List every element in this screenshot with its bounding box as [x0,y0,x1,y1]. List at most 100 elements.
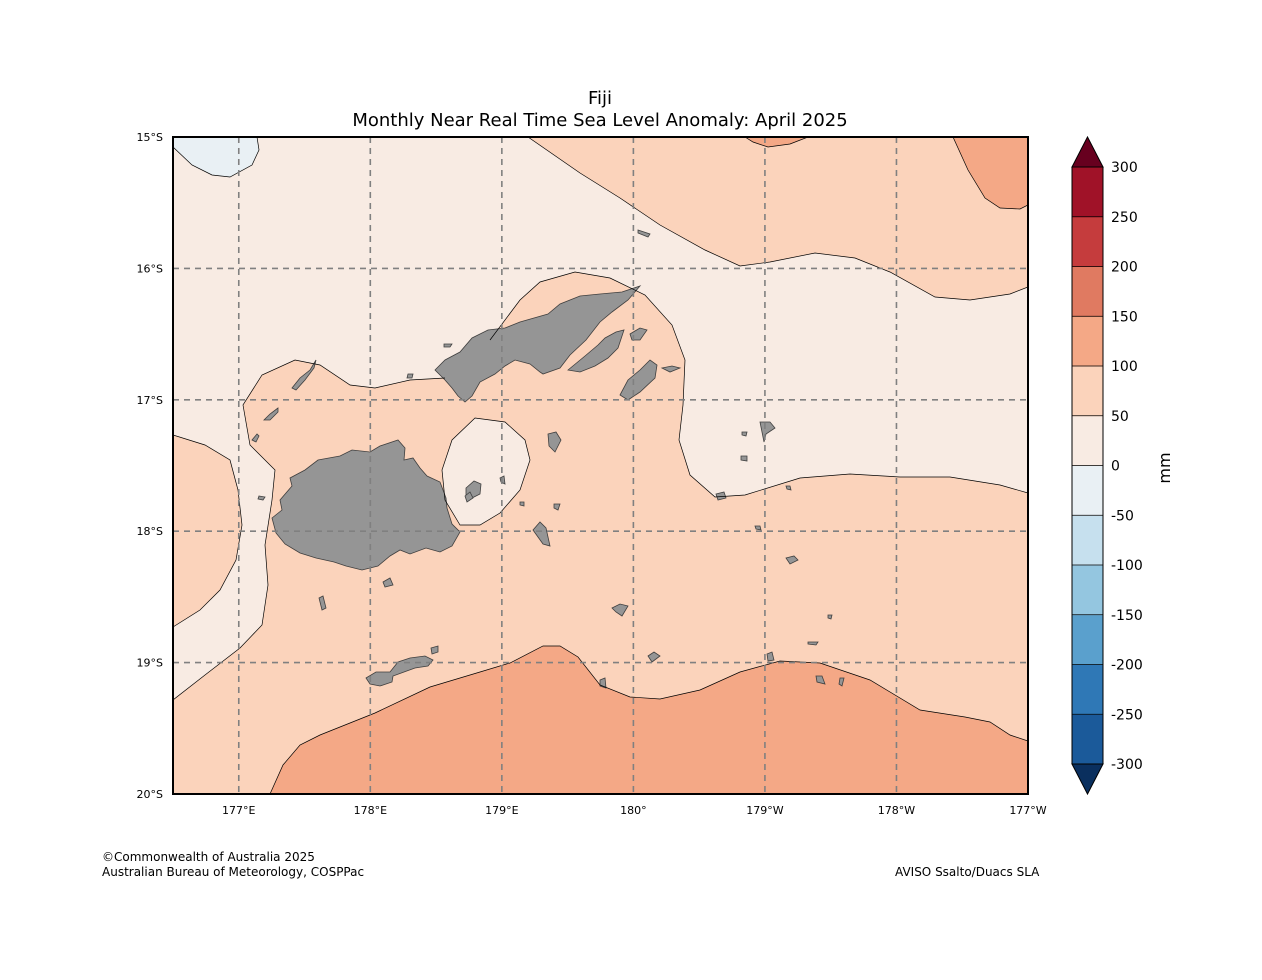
lon-tick-label: 179°W [746,804,783,817]
longitude-labels: 177°E 178°E 179°E 180° 179°W 178°W 177°W [222,804,1047,817]
koro-island [547,431,562,453]
colorbar-unit-label: mm [1155,452,1174,483]
small-island-lau5 [807,641,819,646]
vanua-levu-island [434,285,642,403]
colorbar-tick-label: 200 [1111,260,1138,276]
colorbar-segment [1072,465,1103,516]
contour-lines [173,137,1028,794]
contour-line-100-n [744,137,809,148]
small-island-nw [406,373,414,379]
data-source-text: AVISO Ssalto/Duacs SLA [895,865,1040,879]
moala-island [647,651,661,663]
lat-tick-label: 17°S [137,394,163,407]
contour-line-100-south [269,645,1028,794]
footer-credits: ©Commonwealth of Australia 2025 Australi… [102,850,364,880]
colorbar-tick-label: 250 [1111,210,1138,226]
contour-line-50-west [173,434,243,628]
lon-tick-label: 179°E [485,804,518,817]
contour-fill-50-100-north [528,137,1028,300]
contour-fill-neg50-0-nw [173,137,259,177]
colorbar-segment [1072,167,1103,218]
lat-tick-label: 18°S [137,525,163,538]
small-island-w2 [464,491,474,503]
lon-tick-label: 178°E [354,804,387,817]
contour-line-0-nw [173,137,260,178]
contour-fields [173,137,1028,794]
laucala-island [660,365,682,373]
ono-island [430,645,439,655]
lat-tick-label: 19°S [137,657,163,670]
rabi-island [629,327,648,341]
copyright-text: ©Commonwealth of Australia 2025 [102,850,315,864]
lat-tick-label: 20°S [137,788,163,801]
map-title-region: Fiji [587,88,613,109]
colorbar-tick-label: -150 [1111,608,1143,624]
small-island-lau6 [766,651,775,662]
colorbar-tick-label: 0 [1111,459,1120,475]
colorbar-segment [1072,415,1103,466]
small-island-lau3 [785,555,799,565]
colorbar: 300 250 200 150 100 50 0 -50 -100 -150 -200 -250 -30… [1071,135,1174,796]
qamea-island [619,359,658,401]
colorbar-segment [1072,614,1103,665]
lakeba-island [611,603,629,617]
contour-line-50-north [527,137,1028,301]
lon-tick-label: 177°W [1009,804,1046,817]
agency-text: Australian Bureau of Meteorology, COSPPa… [102,865,365,879]
latitude-labels: 15°S 16°S 17°S 18°S 19°S 20°S [137,131,163,801]
yasawa-islands [291,359,317,391]
land-masses [251,229,845,689]
beqa-island [382,577,394,588]
colorbar-tick-label: -100 [1111,558,1143,574]
lon-tick-label: 180° [620,804,647,817]
small-island-n2 [443,343,453,348]
small-island-c2 [519,501,525,507]
colorbar-tick-label: -250 [1111,707,1143,723]
contour-line-50-central [173,271,1028,701]
vanua-balavu-island [759,421,776,443]
small-island-lau7 [815,675,826,685]
small-island-w [257,495,266,501]
colorbar-segment [1072,664,1103,715]
nayau-island [740,455,748,462]
colorbar-extend-min [1071,763,1104,796]
colorbar-tick-label: 300 [1111,160,1138,176]
lat-tick-label: 15°S [137,131,163,144]
colorbar-tick-label: 50 [1111,409,1129,425]
tuvuca-island [715,491,727,501]
yasawa-island-south [263,407,279,421]
colorbar-tick-label: 150 [1111,309,1138,325]
gau-island [532,521,551,547]
colorbar-segment [1072,515,1103,566]
taveuni-island [567,329,625,373]
vatulele-island [318,595,327,611]
small-island-lau1 [785,485,792,491]
small-island-lau2 [754,525,762,531]
colorbar-segment [1072,714,1103,765]
colorbar-segment [1072,216,1103,267]
colorbar-tick-label: -200 [1111,658,1143,674]
map-title-subtitle: Monthly Near Real Time Sea Level Anomaly… [352,110,848,131]
lon-tick-label: 177°E [222,804,255,817]
colorbar-segment [1072,316,1103,367]
lat-tick-label: 16°S [137,262,163,275]
lon-tick-label: 178°W [878,804,915,817]
small-island-lau8 [838,677,845,687]
contour-fill-100-150-ne [953,137,1028,209]
contour-line-100-ne [952,137,1028,210]
mamanuca-island [251,433,260,443]
cicia-island [741,431,748,437]
colorbar-segment [1072,565,1103,616]
contour-fill-100-150-south [270,646,1028,794]
kadavu-island [365,655,434,687]
colorbar-segment [1072,266,1103,317]
colorbar-tick-label: 100 [1111,359,1138,375]
contour-fill-0-50-hole [442,418,530,525]
colorbar-extend-max [1071,135,1104,168]
small-island-lau4 [827,614,833,620]
small-island-n [637,229,651,238]
viti-levu-island [271,439,461,571]
colorbar-segment [1072,366,1103,417]
colorbar-tick-label: -300 [1111,757,1143,773]
